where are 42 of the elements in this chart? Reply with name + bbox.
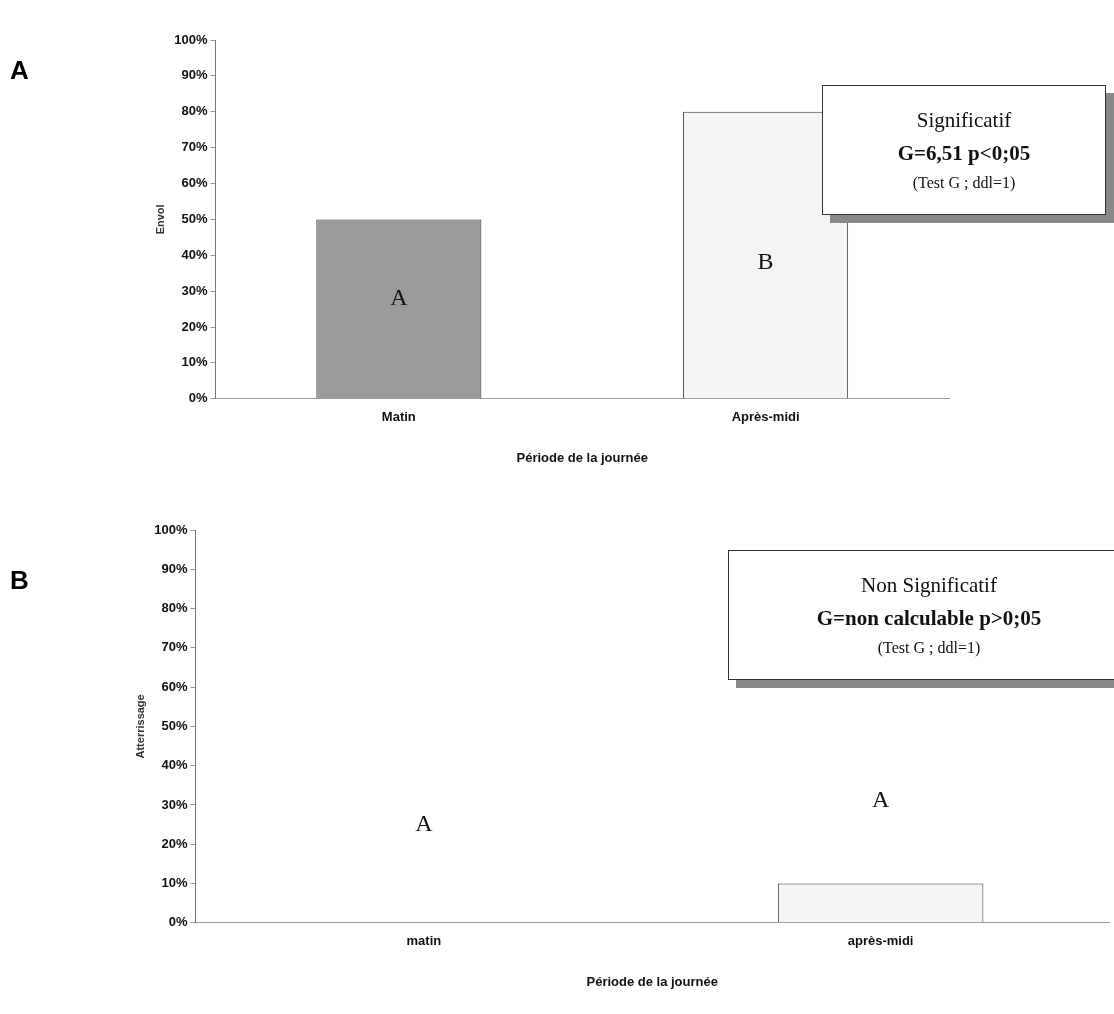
x-tick-label: après-midi <box>847 933 914 949</box>
y-tick-label: 0% <box>168 914 188 930</box>
y-tick-label: 90% <box>181 67 208 83</box>
text: B <box>10 565 29 596</box>
annotation: G=6,51 p<0;05 <box>896 141 1032 166</box>
y-tick-label: 100% <box>154 521 188 537</box>
annotation: Significatif <box>915 108 1013 133</box>
annotation: B <box>757 247 774 274</box>
annotation: G=non calculable p>0;05 <box>815 606 1043 631</box>
y-tick-label: 10% <box>161 875 188 891</box>
y-tick-label: 40% <box>161 757 188 773</box>
y-tick-label: 50% <box>181 210 208 226</box>
y-tick-label: 50% <box>161 717 188 733</box>
annotation: A <box>415 809 434 836</box>
y-tick-label: 20% <box>161 835 188 851</box>
y-tick-label: 80% <box>181 103 208 119</box>
y-tick-label: 80% <box>161 600 188 616</box>
y-tick-label: 70% <box>161 639 188 655</box>
y-axis-title: Atterrissage <box>133 694 146 759</box>
annotation: (Test G ; ddl=1) <box>876 639 982 657</box>
y-tick-label: 10% <box>181 354 208 370</box>
x-tick-label: matin <box>406 933 442 949</box>
annotation: Non Significatif <box>860 573 998 598</box>
x-axis-title: Période de la journée <box>586 973 718 989</box>
annotation: A <box>390 283 409 310</box>
x-tick-label: Après-midi <box>731 409 800 425</box>
y-tick-label: 0% <box>188 390 208 406</box>
y-axis-title: Envol <box>153 204 166 235</box>
y-tick-label: 60% <box>181 175 208 191</box>
y-tick-label: 20% <box>181 318 208 334</box>
y-tick-label: 30% <box>181 282 208 298</box>
y-tick-label: 70% <box>181 139 208 155</box>
y-tick-label: 60% <box>161 678 188 694</box>
y-tick-label: 30% <box>161 796 188 812</box>
y-tick-label: 40% <box>181 246 208 262</box>
y-tick-label: 100% <box>174 31 208 47</box>
y-tick-label: 90% <box>161 560 188 576</box>
x-tick-label: Matin <box>381 409 416 425</box>
annotation: A <box>871 786 890 813</box>
x-axis-title: Période de la journée <box>516 449 648 465</box>
annotation: (Test G ; ddl=1) <box>911 174 1017 192</box>
text: A <box>10 55 29 86</box>
